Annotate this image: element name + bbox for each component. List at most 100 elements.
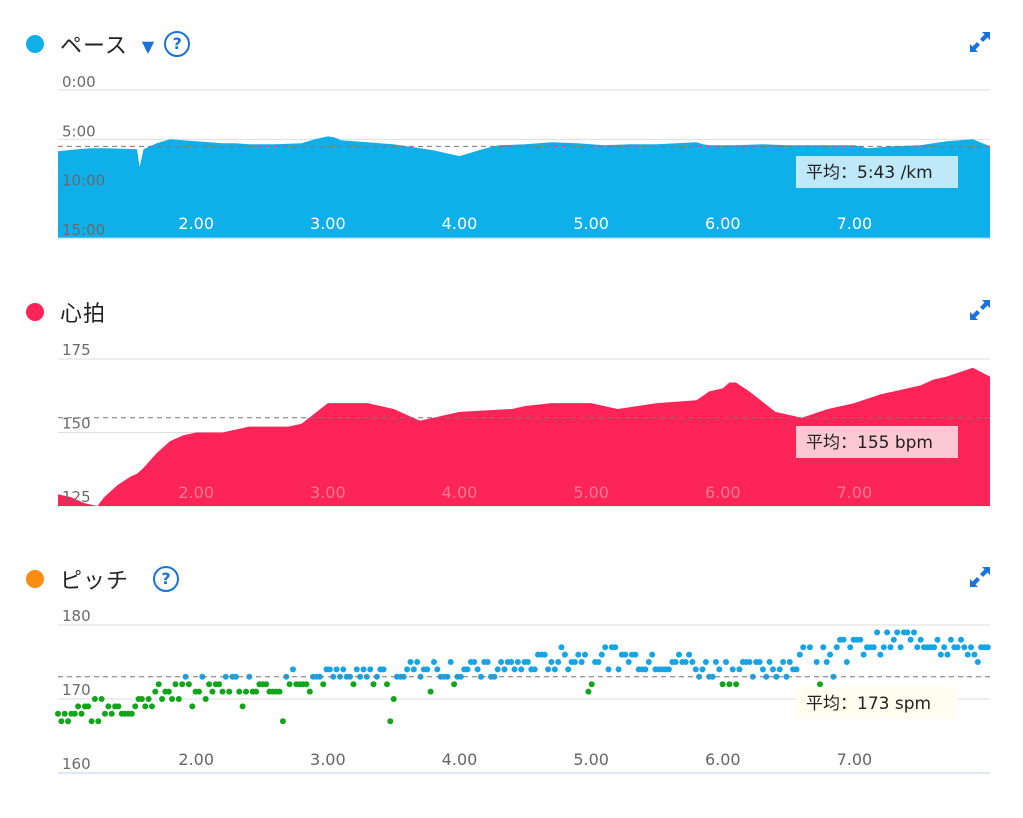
cadence-point (964, 651, 971, 658)
cadence-point (894, 629, 901, 636)
cadence-point (464, 666, 471, 673)
cadence-point (860, 651, 867, 658)
cadence-point (877, 651, 884, 658)
cadence-point (551, 666, 558, 673)
cadence-header: ピッチ ? (26, 563, 180, 595)
cadence-point (571, 659, 578, 665)
cadence-point (384, 681, 390, 688)
cadence-point (263, 681, 270, 688)
y-tick-label: 15:00 (62, 221, 105, 239)
x-tick-label: 7.00 (837, 483, 873, 502)
cadence-point (645, 659, 652, 665)
cadence-point (457, 673, 464, 680)
cadence-point (498, 659, 505, 665)
cadence-point (726, 681, 733, 688)
cadence-point (216, 681, 223, 688)
cadence-point (145, 696, 152, 702)
cadence-point (558, 644, 565, 651)
cadence-point (330, 673, 337, 680)
cadence-point (545, 666, 552, 673)
cadence-point (780, 659, 787, 665)
y-tick-label: 175 (62, 341, 91, 359)
cadence-point (911, 629, 917, 636)
cadence-point (471, 659, 478, 665)
cadence-chart: 180 170 160 2.00 3.00 4.00 5.00 6.00 7.00 平均：173 … (55, 607, 991, 774)
average-box (796, 156, 958, 188)
pace-legend-dot (26, 35, 44, 53)
x-tick-label: 6.00 (705, 214, 741, 233)
cadence-point (286, 681, 293, 688)
cadence-point (575, 651, 582, 658)
cadence-point (320, 681, 327, 688)
cadence-point (723, 659, 729, 665)
y-tick-label: 150 (62, 415, 91, 433)
y-tick-label: 180 (62, 607, 91, 625)
cadence-point (944, 651, 951, 658)
cadence-point (937, 651, 944, 658)
cadence-point (102, 710, 108, 717)
y-tick-label: 125 (62, 488, 91, 506)
cadence-point (71, 710, 78, 717)
cadence-point (605, 666, 612, 673)
cadence-point (219, 688, 226, 695)
cadence-point (431, 659, 437, 665)
cadence-point (746, 659, 753, 665)
cadence-point (226, 688, 233, 695)
cadence-point (595, 659, 602, 665)
cadence-point (518, 666, 525, 673)
help-icon[interactable]: ? (153, 566, 180, 592)
cadence-point (897, 644, 904, 651)
heart-rate-title: 心拍 (60, 302, 107, 327)
cadence-point (353, 666, 360, 673)
expand-icon[interactable] (968, 298, 992, 322)
cadence-point (253, 688, 260, 695)
cadence-point (91, 696, 98, 702)
cadence-point (484, 659, 491, 665)
cadence-point (958, 636, 964, 643)
cadence-point (733, 681, 740, 688)
cadence-point (702, 659, 709, 665)
cadence-point (934, 636, 941, 643)
cadence-point (615, 666, 622, 673)
heart-rate-panel: 心拍 175 150 125 2.00 3.00 4.00 5.00 6.00 7.00 平均：1… (0, 296, 1023, 516)
cadence-point (598, 651, 605, 658)
cadence-point (907, 636, 914, 643)
caret-down-icon[interactable]: ▼ (141, 36, 155, 56)
cadence-point (276, 688, 283, 695)
cadence-point (686, 651, 693, 658)
cadence-point (719, 681, 726, 688)
cadence-point (632, 651, 639, 658)
cadence-point (665, 666, 672, 673)
cadence-point (968, 644, 974, 651)
x-tick-label: 2.00 (178, 750, 214, 769)
expand-icon[interactable] (968, 30, 992, 54)
cadence-point (689, 659, 696, 665)
cadence-point (890, 636, 897, 643)
cadence-point (474, 666, 481, 673)
y-tick-label: 5:00 (62, 122, 96, 140)
cadence-point (773, 673, 780, 680)
cadence-point (642, 666, 649, 673)
cadence-point (236, 688, 243, 695)
cadence-point (914, 644, 921, 651)
cadence-point (676, 651, 682, 658)
cadence-point (820, 644, 827, 651)
cadence-point (447, 659, 454, 665)
average-box (796, 687, 958, 719)
cadence-point (434, 666, 441, 673)
cadence-point (152, 688, 159, 695)
cadence-point (407, 659, 414, 665)
y-tick-label: 0:00 (62, 73, 96, 91)
cadence-point (531, 666, 538, 673)
expand-icon[interactable] (968, 565, 992, 589)
cadence-point (196, 688, 202, 695)
cadence-point (290, 666, 296, 673)
pace-chart: 0:00 5:00 10:00 15:00 2.00 3.00 4.00 5.00 6.00 7.… (58, 73, 990, 239)
cadence-point (404, 666, 411, 673)
x-tick-label: 5.00 (573, 750, 609, 769)
cadence-point (672, 659, 679, 665)
cadence-point (524, 659, 531, 665)
help-icon[interactable]: ? (164, 31, 191, 57)
cadence-point (58, 718, 65, 725)
x-tick-label: 3.00 (310, 750, 346, 769)
